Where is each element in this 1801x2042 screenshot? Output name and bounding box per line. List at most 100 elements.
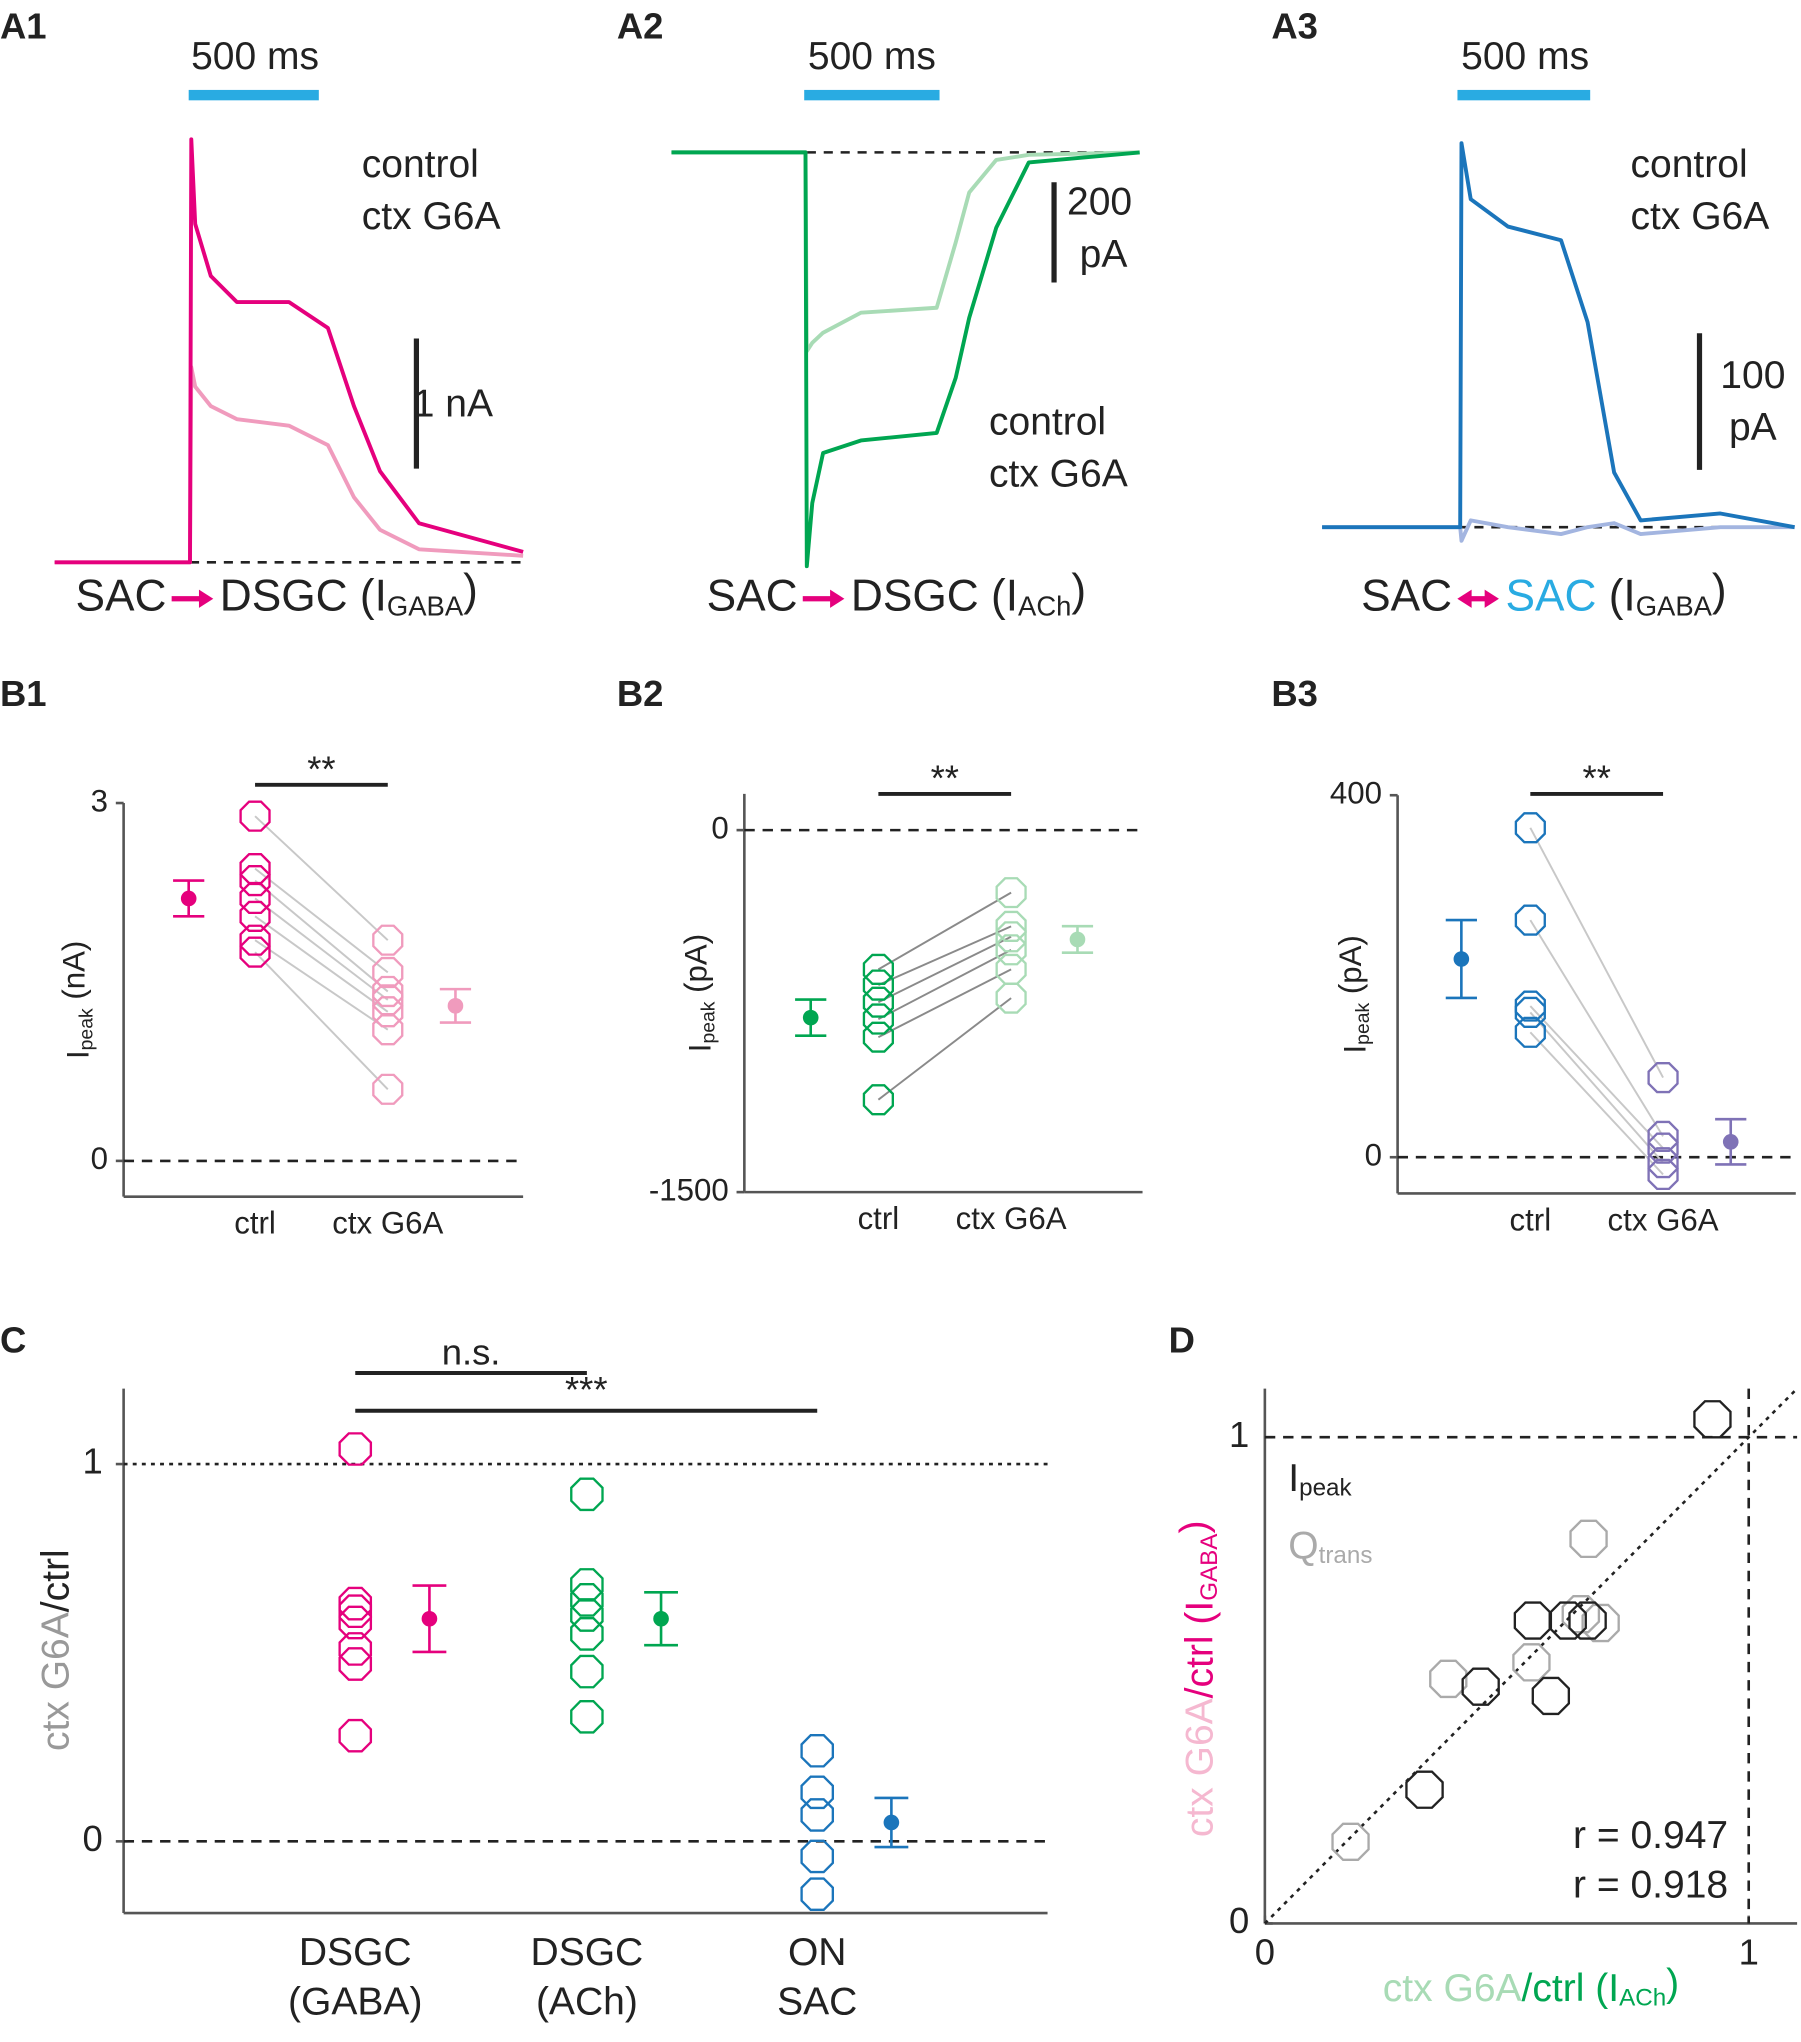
text-part: ) xyxy=(1666,1962,1679,2005)
text-part: ) xyxy=(1174,1521,1217,1534)
y-tick-label: 0 xyxy=(83,1818,103,1859)
caption-source: SAC xyxy=(707,571,798,620)
legend-label: control xyxy=(362,143,479,186)
text-part: I xyxy=(61,1050,96,1059)
data-point xyxy=(338,1594,373,1629)
x-tick-label: DSGC xyxy=(531,1931,644,1974)
significance-label: ** xyxy=(307,748,335,789)
data-point xyxy=(1461,1667,1500,1706)
pair-line xyxy=(254,951,389,1090)
trace-line xyxy=(54,137,524,565)
data-point xyxy=(1514,904,1546,936)
data-point xyxy=(239,882,271,915)
data-point xyxy=(1647,1120,1679,1153)
data-point xyxy=(1405,1770,1444,1809)
text-part: ACh xyxy=(1619,1985,1666,2012)
y-axis-label: ctx G6A/ctrl xyxy=(35,1549,78,1751)
pair-line xyxy=(254,915,389,1013)
pair-line xyxy=(254,939,389,1031)
data-point xyxy=(570,1583,604,1617)
mean-point xyxy=(653,1610,669,1627)
data-point xyxy=(570,1700,604,1734)
data-point xyxy=(338,1605,373,1640)
scalebar-time-label: 500 ms xyxy=(1461,35,1589,78)
scalebar-amplitude-label: pA xyxy=(1729,406,1777,449)
caption-target: DSGC (IACh) xyxy=(851,566,1086,622)
data-point xyxy=(1331,1822,1370,1861)
text-part: ACh xyxy=(1018,591,1071,622)
x-tick-label: ctx G6A xyxy=(332,1206,443,1241)
data-point xyxy=(862,986,894,1018)
x-tick-label: 1 xyxy=(1739,1931,1759,1972)
data-point xyxy=(239,864,271,897)
x-tick-label: ctx G6A xyxy=(956,1201,1067,1236)
pair-line xyxy=(1529,1005,1664,1149)
pair-line xyxy=(877,891,1012,971)
legend-label: ctx G6A xyxy=(1631,195,1770,238)
text-part: (I xyxy=(1584,1967,1619,2010)
data-point xyxy=(862,1003,894,1035)
scalebar-time-label: 500 ms xyxy=(808,35,936,78)
significance-label: ** xyxy=(1583,758,1611,799)
legend-label: Qtrans xyxy=(1288,1525,1372,1570)
caption-arrowhead xyxy=(1457,589,1472,608)
data-point xyxy=(338,1586,373,1621)
caption-arrowhead xyxy=(830,589,845,608)
text-part: ctx G6A xyxy=(1383,1967,1522,2010)
scalebar-time-label: 500 ms xyxy=(191,35,319,78)
caption-target: DSGC (IGABA) xyxy=(220,566,478,622)
y-tick-label: -1500 xyxy=(649,1172,729,1207)
data-point xyxy=(862,1084,894,1116)
text-part: DSGC (I xyxy=(851,571,1018,620)
data-point xyxy=(338,1718,373,1753)
mean-point xyxy=(802,1009,819,1026)
text-part: GABA xyxy=(1636,591,1713,622)
data-point xyxy=(372,956,404,989)
data-point xyxy=(800,1733,835,1768)
pair-line xyxy=(877,925,1012,986)
data-point xyxy=(995,877,1027,909)
x-tick-label: ctx G6A xyxy=(1608,1202,1719,1237)
panel-label: A2 xyxy=(617,5,664,46)
y-tick-label: 0 xyxy=(1365,1137,1382,1172)
data-point xyxy=(570,1477,604,1512)
y-tick-label: 3 xyxy=(91,783,108,818)
data-point xyxy=(1647,1158,1679,1191)
mean-point xyxy=(1453,951,1470,967)
legend-label: ctx G6A xyxy=(362,195,501,238)
data-point xyxy=(1514,990,1546,1022)
data-point xyxy=(862,969,894,1001)
x-tick-label: ON xyxy=(788,1931,847,1974)
scalebar-time xyxy=(804,89,940,101)
mean-point xyxy=(883,1814,900,1831)
text-part: trans xyxy=(1319,1543,1373,1570)
y-axis-label: Ipeak (nA) xyxy=(57,941,98,1059)
panel-label: A3 xyxy=(1271,5,1318,46)
pair-line xyxy=(877,997,1012,1101)
text-part: SAC xyxy=(1505,571,1596,620)
caption-source: SAC xyxy=(75,571,166,620)
scalebar-amplitude-label: 100 xyxy=(1720,354,1785,397)
data-point xyxy=(1514,1016,1546,1048)
text-part: Q xyxy=(1288,1525,1318,1568)
text-part: GABA xyxy=(1196,1533,1223,1601)
x-tick-label: ctrl xyxy=(1510,1202,1552,1237)
pair-line xyxy=(254,867,389,974)
trace-line xyxy=(1322,141,1795,530)
legend-label: control xyxy=(1631,143,1748,186)
text-part: GABA xyxy=(387,591,464,622)
data-point xyxy=(862,1021,894,1053)
data-point xyxy=(1647,1061,1679,1094)
legend-label: control xyxy=(989,401,1106,444)
pair-line xyxy=(1529,1011,1664,1164)
correlation-label: r = 0.918 xyxy=(1573,1863,1728,1906)
pair-line xyxy=(877,948,1012,1020)
mean-point xyxy=(1722,1134,1739,1150)
y-tick-label: 1 xyxy=(1229,1414,1249,1455)
text-part: peak xyxy=(698,1001,720,1043)
data-point xyxy=(1647,1147,1679,1179)
text-part: /ctrl xyxy=(1522,1967,1585,2010)
mean-point xyxy=(421,1610,438,1627)
y-axis-label: ctx G6A/ctrl (IGABA) xyxy=(1174,1521,1224,1838)
